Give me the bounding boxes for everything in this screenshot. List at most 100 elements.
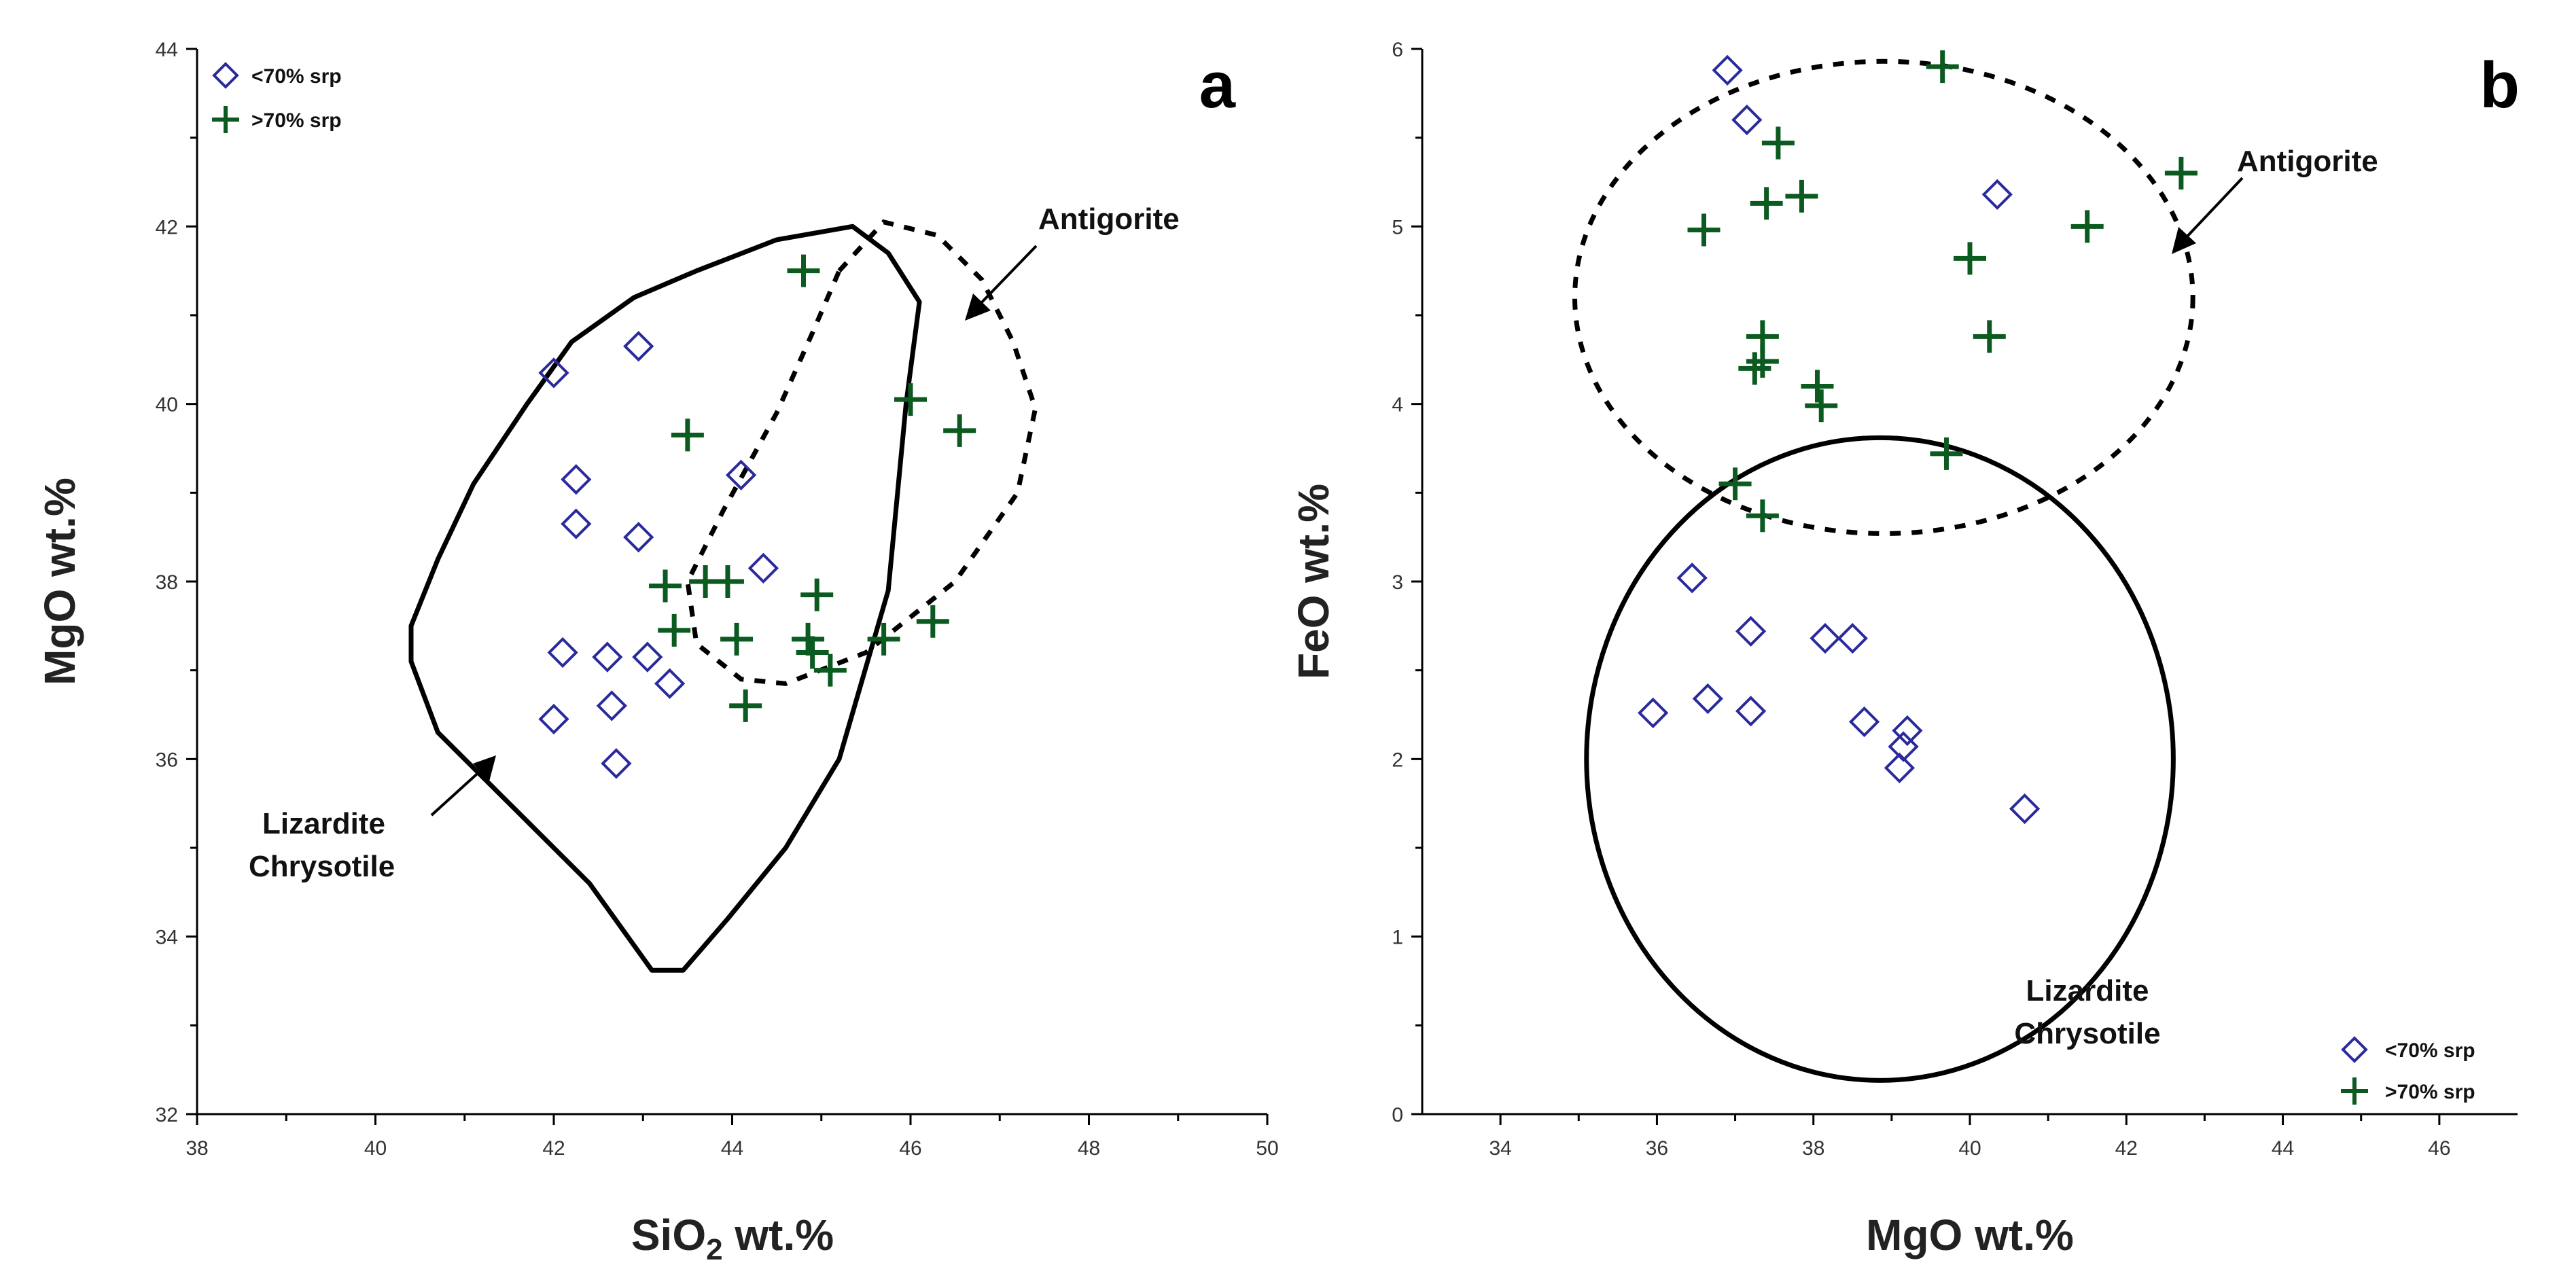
data-point-diamond [561, 508, 592, 539]
data-point-plus [916, 605, 949, 638]
panel-b-x-axis-title: MgO wt.% [1866, 1211, 2074, 1260]
data-point-plus [813, 654, 847, 687]
x-tick-label: 42 [542, 1137, 565, 1160]
data-point-plus [894, 383, 927, 416]
y-tick-label: 4 [1392, 394, 1403, 416]
y-tick-label: 34 [156, 927, 178, 949]
panel-b-antigorite-label: Antigorite [2237, 145, 2378, 178]
panel-b-letter: b [2480, 49, 2520, 122]
data-point-plus [1954, 242, 1986, 275]
y-tick-label: 3 [1392, 571, 1403, 594]
data-point-plus [867, 622, 900, 656]
x-tick-label: 44 [721, 1137, 743, 1160]
data-point-plus [2164, 156, 2198, 190]
data-point-plus [943, 414, 976, 447]
data-point-plus [1805, 389, 1838, 423]
data-point-diamond [561, 464, 592, 495]
x-tick-label: 40 [1958, 1137, 1981, 1160]
data-point-diamond [1888, 731, 1919, 762]
data-point-diamond [592, 641, 623, 673]
antigorite-field [685, 219, 1038, 686]
data-point-plus [800, 578, 834, 611]
panel-b-legend-diamond-marker [2341, 1036, 2368, 1063]
data-point-diamond [538, 357, 569, 389]
panel-b-legend-label-2: >70% srp [2385, 1081, 2475, 1103]
data-point-diamond [632, 641, 663, 673]
data-point-plus [671, 418, 704, 452]
data-point-plus [1761, 126, 1795, 160]
x-tick-label: 48 [1078, 1137, 1100, 1160]
data-point-plus [1746, 344, 1779, 378]
data-point-diamond [1848, 706, 1880, 738]
panel-a-legend-label-1: <70% srp [251, 65, 342, 88]
data-point-plus [1930, 437, 1963, 470]
data-point-plus [796, 636, 829, 669]
y-tick-label: 42 [156, 216, 178, 238]
panel-a-antigorite-arrow [965, 245, 1038, 321]
data-point-diamond [596, 690, 627, 721]
panel-b-lizardite-label: Lizardite [2026, 974, 2149, 1007]
panel-a-letter: a [1199, 49, 1236, 122]
y-tick-label: 40 [156, 394, 178, 416]
panel-a-chrysotile-label: Chrysotile [249, 850, 395, 883]
x-tick-label: 50 [1256, 1137, 1278, 1160]
x-tick-label: 42 [2115, 1137, 2138, 1160]
panel-b-legend-plus-marker [2341, 1077, 2368, 1105]
x-tick-label: 38 [1802, 1137, 1824, 1160]
panel-a-ticks: 38 40 42 44 46 48 50 32 34 36 38 40 42 44 [156, 39, 1279, 1160]
data-point-diamond [1735, 696, 1767, 727]
panel-a-x-axis-title: SiO2 wt.% [631, 1211, 834, 1266]
panel-b-antigorite-arrow [2172, 177, 2244, 254]
y-tick-label: 2 [1392, 749, 1403, 771]
data-point-plus [2070, 210, 2104, 243]
data-point-plus [658, 613, 691, 647]
data-point-diamond [654, 668, 686, 699]
x-tick-label: 34 [1489, 1137, 1511, 1160]
data-point-diamond [1692, 683, 1723, 715]
data-point-plus [729, 689, 762, 722]
data-point-plus [711, 565, 744, 598]
antigorite-field [1572, 58, 2195, 536]
y-tick-label: 0 [1392, 1104, 1403, 1126]
data-point-diamond [547, 637, 578, 668]
lizardite-chrysotile-field [408, 224, 922, 973]
data-point-diamond [1712, 54, 1743, 86]
y-tick-label: 32 [156, 1104, 178, 1126]
panel-b-y-axis-title: FeO wt.% [1289, 484, 1338, 679]
data-point-plus [787, 254, 820, 287]
panel-b-fields [1572, 58, 2195, 1083]
panel-b-points [1638, 50, 2198, 825]
data-point-diamond [725, 459, 757, 490]
data-point-diamond [1884, 752, 1916, 784]
data-point-diamond [623, 522, 654, 553]
panel-a-legend-label-2: >70% srp [251, 109, 342, 132]
panel-a-chart: 38 40 42 44 46 48 50 32 34 36 38 40 42 44 SiO2 wt.% M… [35, 39, 1279, 1266]
x-tick-label: 46 [899, 1137, 921, 1160]
data-point-diamond [747, 552, 779, 584]
data-point-plus [1738, 352, 1771, 385]
x-tick-label: 38 [186, 1137, 208, 1160]
panel-b-chrysotile-label: Chrysotile [2014, 1017, 2160, 1050]
y-tick-label: 5 [1392, 216, 1403, 238]
data-point-diamond [2009, 793, 2041, 825]
panel-b-legend-label-1: <70% srp [2385, 1039, 2475, 1062]
data-point-plus [1785, 179, 1818, 213]
data-point-plus [720, 622, 754, 656]
data-point-plus [1801, 370, 1834, 403]
y-tick-label: 44 [156, 39, 178, 61]
x-tick-label: 44 [2272, 1137, 2294, 1160]
data-point-plus [1973, 320, 2006, 353]
y-tick-label: 6 [1392, 39, 1403, 61]
data-point-plus [1750, 187, 1783, 220]
data-point-plus [1926, 50, 1959, 84]
panel-a-legend: <70% srp >70% srp [212, 62, 342, 133]
data-point-diamond [601, 748, 632, 779]
x-tick-label: 36 [1646, 1137, 1668, 1160]
data-point-diamond [1638, 697, 1669, 729]
x-tick-label: 46 [2428, 1137, 2450, 1160]
panel-a-lizardite-arrow [430, 755, 496, 817]
